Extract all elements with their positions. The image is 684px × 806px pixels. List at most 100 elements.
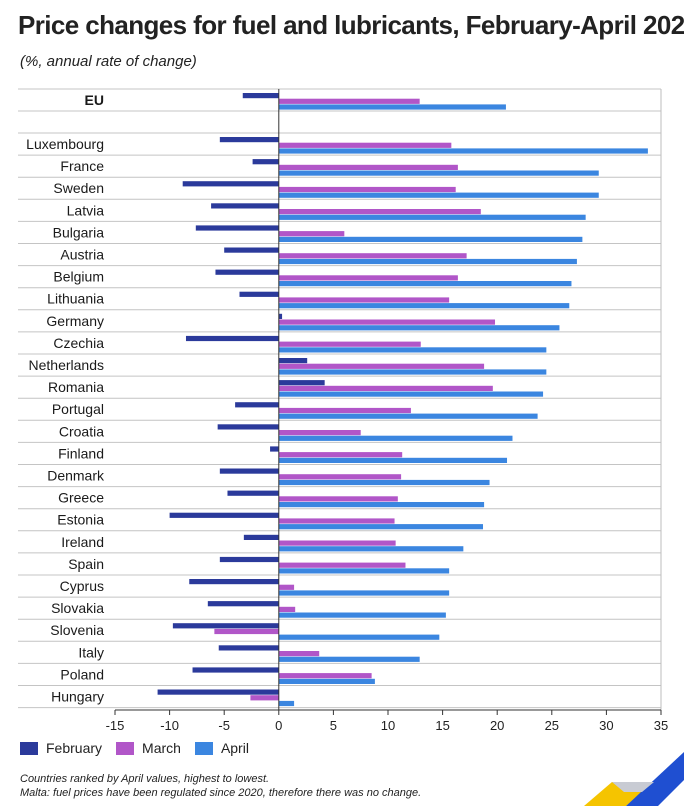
bar-april-portugal [278, 413, 538, 419]
bar-april-estonia [278, 524, 484, 530]
x-tick-label: 30 [599, 718, 613, 733]
bar-march-luxembourg [278, 142, 452, 148]
category-label: Czechia [53, 335, 104, 351]
bar-april-lithuania [278, 303, 570, 309]
bar-february-denmark [219, 468, 279, 474]
bar-february-portugal [235, 402, 279, 408]
bar-march-italy [278, 651, 320, 657]
bar-april-poland [278, 678, 375, 684]
bar-april-italy [278, 656, 420, 662]
bar-march-germany [278, 319, 496, 325]
bar-april-belgium [278, 281, 572, 287]
category-label: Italy [78, 644, 104, 660]
bar-april-sweden [278, 192, 599, 198]
bar-april-luxembourg [278, 148, 648, 154]
bar-february-ireland [243, 534, 279, 540]
legend-swatch-march [116, 741, 135, 755]
bar-february-sweden [182, 181, 279, 187]
legend-label-march: March [142, 740, 181, 756]
bar-march-austria [278, 253, 467, 259]
category-label: Slovakia [51, 600, 104, 616]
category-label: Spain [68, 556, 104, 572]
category-label: Ireland [61, 534, 104, 550]
x-tick-label: 35 [654, 718, 668, 733]
bar-february-croatia [217, 424, 279, 430]
bar-february-belgium [215, 269, 279, 275]
category-label: Luxembourg [26, 136, 104, 152]
bar-march-estonia [278, 518, 395, 524]
bar-march-denmark [278, 474, 402, 480]
legend-item-april: April [194, 740, 249, 756]
x-tick-label: 20 [490, 718, 504, 733]
bar-april-hungary [278, 700, 295, 707]
x-tick-label: -5 [218, 718, 230, 733]
bar-march-latvia [278, 209, 481, 215]
bar-march-netherlands [278, 363, 485, 369]
bar-april-eu [278, 104, 506, 110]
bar-march-poland [278, 673, 372, 679]
legend-label-april: April [220, 740, 249, 756]
bar-march-croatia [278, 430, 361, 436]
x-tick-label: 10 [381, 718, 395, 733]
bar-april-netherlands [278, 369, 547, 375]
chart-title: Price changes for fuel and lubricants, F… [18, 10, 684, 40]
category-label: Lithuania [47, 291, 104, 307]
bar-march-ireland [278, 540, 396, 546]
bar-april-slovenia [278, 634, 440, 640]
bar-february-germany [278, 313, 283, 319]
bar-april-finland [278, 457, 508, 463]
bar-february-estonia [169, 512, 279, 518]
legend-swatch-april [194, 741, 213, 755]
bar-march-greece [278, 496, 398, 502]
category-label: Poland [60, 666, 104, 682]
bar-february-bulgaria [195, 225, 279, 231]
bar-april-cyprus [278, 590, 450, 596]
bar-february-poland [192, 667, 279, 673]
bar-february-slovenia [172, 623, 279, 629]
bar-chart: EU Luxembourg France Sweden Latvia Bulgaria Au… [18, 88, 668, 733]
x-tick-label: 5 [330, 718, 337, 733]
bar-february-czechia [185, 335, 279, 342]
bar-march-spain [278, 562, 406, 568]
bar-march-sweden [278, 186, 456, 193]
bar-march-eu [278, 98, 420, 104]
footnote-ranking: Countries ranked by April values, highes… [20, 773, 270, 785]
category-label: Portugal [52, 401, 104, 417]
bar-february-slovakia [207, 601, 279, 607]
legend: February March April [20, 740, 263, 756]
bar-march-slovenia [214, 628, 279, 635]
bar-february-lithuania [239, 291, 279, 297]
footnotes: Countries ranked by April values, highes… [20, 772, 421, 800]
bar-february-greece [227, 490, 279, 496]
bar-february-france [252, 159, 279, 165]
bar-february-luxembourg [219, 137, 279, 143]
bar-february-netherlands [278, 358, 308, 364]
corner-grey-fold [612, 782, 654, 792]
bar-april-czechia [278, 347, 547, 353]
category-label: EU [85, 92, 104, 108]
corner-decoration [584, 752, 684, 806]
category-label: Bulgaria [53, 224, 105, 240]
bar-march-slovakia [278, 606, 296, 612]
bar-march-lithuania [278, 297, 450, 303]
bar-april-ireland [278, 546, 464, 552]
bar-april-france [278, 170, 599, 176]
bar-march-hungary [250, 695, 279, 701]
bar-april-germany [278, 325, 560, 331]
category-label: Greece [58, 490, 104, 506]
category-label: Slovenia [50, 622, 104, 638]
bar-april-latvia [278, 214, 586, 220]
bar-april-denmark [278, 479, 490, 486]
legend-item-march: March [116, 740, 181, 756]
bar-february-italy [218, 645, 279, 651]
bar-february-spain [219, 556, 279, 563]
x-tick-label: 0 [275, 718, 282, 733]
category-label: France [60, 158, 104, 174]
category-label: Finland [58, 445, 104, 461]
bar-april-austria [278, 258, 577, 265]
bar-april-croatia [278, 435, 513, 441]
bar-february-finland [270, 446, 279, 452]
x-tick-label: -15 [106, 718, 125, 733]
category-label: Sweden [53, 180, 104, 196]
footnote-malta: Malta: fuel prices have been regulated s… [20, 787, 422, 799]
